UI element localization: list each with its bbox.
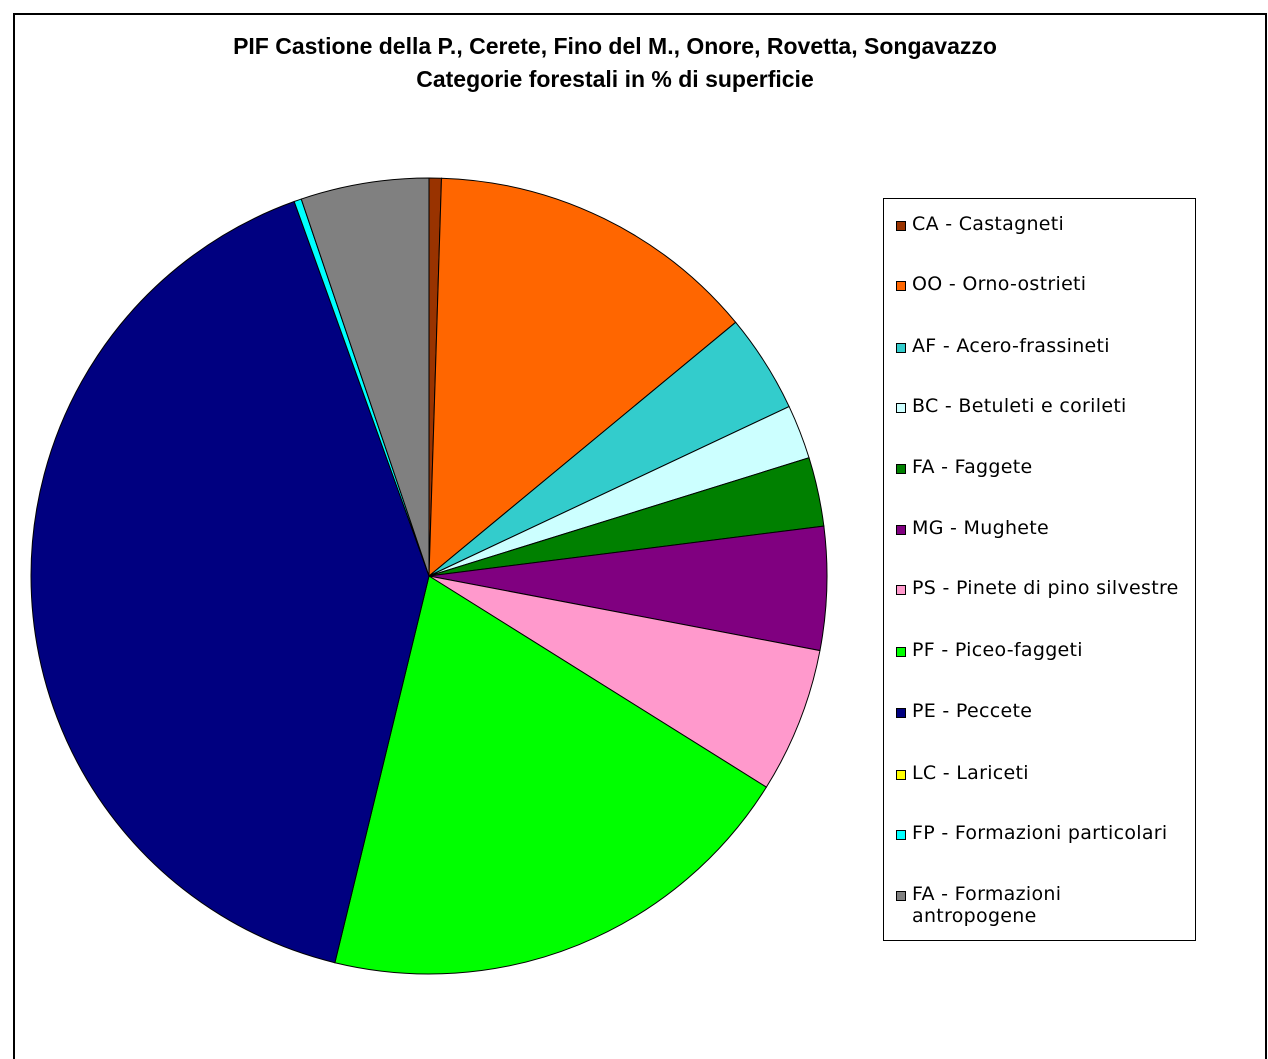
legend-swatch-4 [896, 464, 906, 474]
legend-label-11: FA - Formazioni antropogene [912, 883, 1062, 927]
pie-slice-6 [428, 575, 821, 788]
legend-swatch-3 [896, 403, 906, 413]
legend-label-3: BC - Betuleti e corileti [912, 395, 1127, 417]
legend-label-6: PS - Pinete di pino silvestre [912, 577, 1179, 599]
legend-swatch-5 [896, 525, 906, 535]
legend-swatch-6 [896, 585, 906, 595]
legend-swatch-8 [896, 708, 906, 718]
legend-label-8: PE - Peccete [912, 700, 1033, 722]
chart-title: PIF Castione della P., Cerete, Fino del … [233, 33, 997, 59]
legend: CA - Castagneti OO - Orno-ostrieti AF - Ac… [883, 198, 1196, 941]
pie-slice-1 [428, 177, 737, 578]
legend-swatch-11 [896, 891, 906, 901]
chart-subtitle: Categorie forestali in % di superficie [416, 66, 814, 92]
legend-label-9: LC - Lariceti [912, 762, 1029, 784]
pie-slice-7 [334, 575, 768, 975]
legend-swatch-0 [896, 221, 906, 231]
legend-swatch-7 [896, 647, 906, 657]
legend-label-2: AF - Acero-frassineti [912, 335, 1110, 357]
legend-swatch-10 [896, 830, 906, 840]
pie-slice-11 [300, 177, 430, 577]
pie-slice-8 [30, 200, 430, 964]
legend-swatch-9 [896, 770, 906, 780]
legend-label-1: OO - Orno-ostrieti [912, 273, 1087, 295]
legend-swatch-1 [896, 281, 906, 291]
legend-label-7: PF - Piceo-faggeti [912, 639, 1083, 661]
legend-label-5: MG - Mughete [912, 517, 1050, 539]
legend-label-0: CA - Castagneti [912, 213, 1065, 235]
legend-label-4: FA - Faggete [912, 456, 1033, 478]
legend-label-10: FP - Formazioni particolari [912, 822, 1168, 844]
legend-swatch-2 [896, 343, 906, 353]
